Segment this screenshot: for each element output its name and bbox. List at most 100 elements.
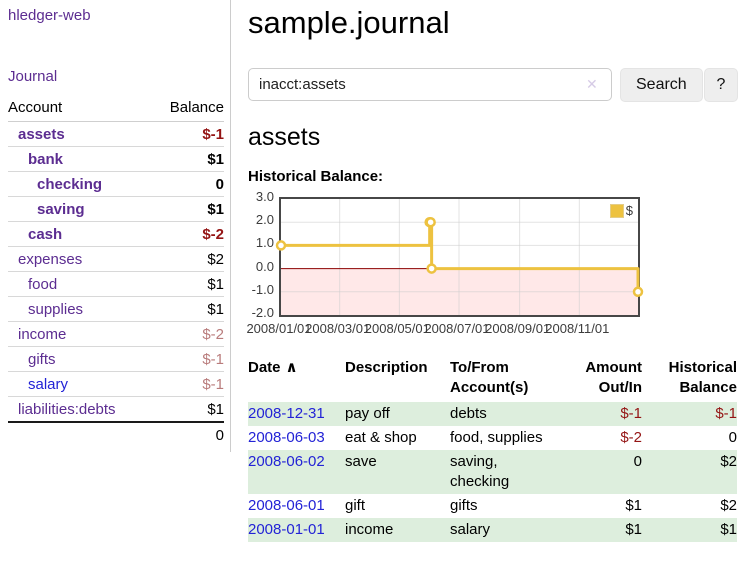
help-button[interactable]: ? [704, 68, 738, 102]
sidebar-account-row: bank $1 [8, 146, 224, 172]
register-header-accounts: To/From Account(s) [450, 359, 529, 396]
search-input[interactable] [248, 68, 612, 101]
chart-ytick-label: 2.0 [255, 212, 274, 228]
transaction-amount: $1 [625, 497, 642, 514]
sidebar-account-link[interactable]: income [18, 325, 67, 343]
transaction-amount: 0 [633, 453, 642, 470]
sidebar-account-balance: $1 [151, 146, 224, 172]
sidebar-total-row: 0 [8, 421, 224, 447]
sidebar-account-link[interactable]: expenses [18, 250, 83, 268]
transaction-accounts: saving, checking [450, 453, 510, 490]
sidebar-account-balance: $-2 [151, 321, 224, 347]
chart-xtick-label: 2008/07/01 [424, 321, 490, 336]
sidebar-account-row: salary $-1 [8, 371, 224, 397]
transaction-date-link[interactable]: 2008-06-01 [248, 497, 325, 514]
sidebar-account-link[interactable]: assets [18, 125, 65, 143]
brand-link[interactable]: hledger-web [8, 7, 91, 24]
search-form: ✕ Search ? [248, 68, 742, 102]
sidebar-account-balance: $1 [151, 196, 224, 222]
chart-xtick-label: 2008/01/01 [246, 321, 312, 336]
transaction-balance: 0 [728, 429, 737, 446]
legend-label: $ [625, 203, 633, 218]
chart-ytick-label: 0.0 [255, 258, 274, 274]
transaction-amount: $1 [625, 521, 642, 538]
register-header-description: Description [345, 359, 428, 376]
sidebar-account-link[interactable]: supplies [28, 300, 84, 318]
transaction-description: save [345, 453, 377, 470]
chart-xtick-label: 2008/03/01 [305, 321, 371, 336]
transaction-date-link[interactable]: 2008-12-31 [248, 405, 325, 422]
sidebar: hledger-web Journal Account Balance asse… [8, 0, 224, 447]
register-row: 2008-12-31 pay off debts $-1 $-1 [248, 402, 737, 426]
sidebar-account-balance: $-1 [151, 121, 224, 147]
register-row: 2008-01-01 income salary $1 $1 [248, 518, 737, 542]
sidebar-account-balance: $1 [151, 396, 224, 422]
chart-canvas [275, 199, 644, 315]
sort-asc-icon: ∧ [285, 359, 298, 376]
transaction-balance: $2 [720, 453, 737, 470]
transaction-date-link[interactable]: 2008-06-02 [248, 453, 325, 470]
sidebar-account-row: checking 0 [8, 171, 224, 197]
transaction-description: eat & shop [345, 429, 417, 446]
transaction-description: gift [345, 497, 366, 514]
register-header-amount: Amount Out/In [585, 359, 642, 396]
transaction-description: income [345, 521, 394, 538]
legend-swatch-icon [609, 203, 624, 218]
sidebar-account-balance: 0 [151, 171, 224, 197]
sidebar-account-balance: $2 [151, 246, 224, 272]
transaction-date-link[interactable]: 2008-01-01 [248, 521, 325, 538]
sidebar-account-balance: $-1 [151, 371, 224, 397]
chart-ytick-label: 1.0 [255, 235, 274, 251]
sidebar-account-link[interactable]: gifts [28, 350, 56, 368]
register-header-date[interactable]: Date ∧ [248, 359, 298, 376]
sidebar-account-row: assets $-1 [8, 121, 224, 147]
accounts-header-balance: Balance [169, 99, 224, 116]
sidebar-account-row: expenses $2 [8, 246, 224, 272]
sidebar-account-balance: $-2 [151, 221, 224, 247]
chart-ytick-label: -1.0 [251, 281, 274, 297]
sidebar-account-row: supplies $1 [8, 296, 224, 322]
page-title: sample.journal [248, 5, 450, 40]
sidebar-account-balance: $1 [151, 296, 224, 322]
accounts-table: Account Balance assets $-1 bank $1 checking 0… [8, 97, 224, 447]
sidebar-account-link[interactable]: bank [28, 150, 64, 168]
transaction-accounts: food, supplies [450, 429, 543, 446]
transaction-description: pay off [345, 405, 390, 422]
chart-title: Historical Balance: [248, 168, 384, 185]
sidebar-account-row: saving $1 [8, 196, 224, 222]
sidebar-account-link[interactable]: checking [37, 175, 103, 193]
clear-search-icon[interactable]: ✕ [586, 76, 598, 92]
accounts-header-account: Account [8, 99, 63, 116]
register-row: 2008-06-01 gift gifts $1 $2 [248, 494, 737, 518]
sidebar-account-balance: $-1 [151, 346, 224, 372]
transaction-accounts: gifts [450, 497, 478, 514]
account-heading: assets [248, 123, 321, 151]
sidebar-account-link[interactable]: liabilities:debts [18, 400, 116, 418]
transaction-accounts: salary [450, 521, 491, 538]
transaction-accounts: debts [450, 405, 487, 422]
sidebar-account-row: food $1 [8, 271, 224, 297]
register-row: 2008-06-02 save saving, checking 0 $2 [248, 450, 737, 494]
sidebar-total-balance: 0 [151, 421, 224, 447]
chart-ytick-label: 3.0 [255, 189, 274, 204]
sidebar-account-link[interactable]: salary [28, 375, 69, 393]
sidebar-divider [230, 0, 231, 452]
sidebar-account-link[interactable]: food [28, 275, 58, 293]
transaction-date-link[interactable]: 2008-06-03 [248, 429, 325, 446]
sidebar-item-journal[interactable]: Journal [8, 68, 58, 85]
sidebar-account-row: cash $-2 [8, 221, 224, 247]
sidebar-account-row: gifts $-1 [8, 346, 224, 372]
transaction-amount: $-2 [620, 429, 642, 446]
search-button[interactable]: Search [620, 68, 703, 102]
sidebar-account-balance: $1 [151, 271, 224, 297]
sidebar-account-link[interactable]: saving [37, 200, 85, 218]
chart-xtick-label: 2008/05/01 [364, 321, 430, 336]
transaction-balance: $-1 [715, 405, 737, 422]
transaction-amount: $-1 [620, 405, 642, 422]
sidebar-account-row: income $-2 [8, 321, 224, 347]
sidebar-account-link[interactable]: cash [28, 225, 63, 243]
transaction-balance: $1 [720, 521, 737, 538]
transaction-balance: $2 [720, 497, 737, 514]
chart-plot-area: $ [275, 197, 644, 317]
balance-chart: $ 3.0 2.0 1.0 0.0 -1.0 -2.0 2008/01/01 2008/03/… [246, 189, 648, 336]
